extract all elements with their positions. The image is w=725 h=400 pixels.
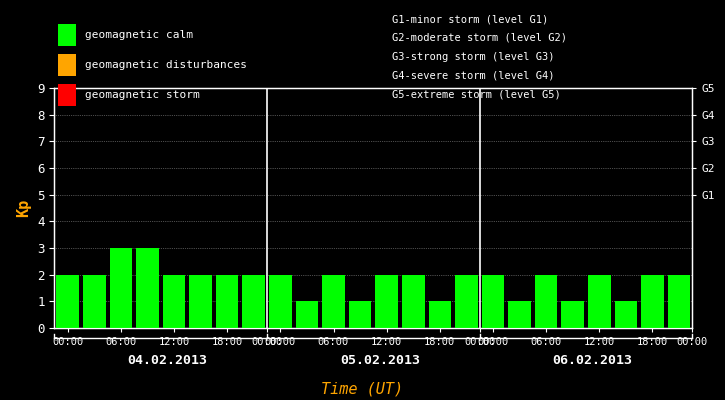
Text: geomagnetic calm: geomagnetic calm <box>85 30 193 40</box>
Bar <box>242 275 265 328</box>
Bar <box>535 275 558 328</box>
Bar <box>615 301 637 328</box>
Bar <box>455 275 478 328</box>
Bar <box>588 275 610 328</box>
Bar <box>376 275 398 328</box>
Bar <box>481 275 505 328</box>
Text: G5-extreme storm (level G5): G5-extreme storm (level G5) <box>392 89 560 99</box>
Bar <box>508 301 531 328</box>
Text: 06.02.2013: 06.02.2013 <box>552 354 633 367</box>
Text: geomagnetic storm: geomagnetic storm <box>85 90 199 100</box>
Bar <box>269 275 291 328</box>
Text: 04.02.2013: 04.02.2013 <box>128 354 207 367</box>
Bar <box>189 275 212 328</box>
Y-axis label: Kp: Kp <box>17 199 32 217</box>
Bar <box>216 275 239 328</box>
Bar <box>83 275 106 328</box>
Bar <box>296 301 318 328</box>
Bar <box>349 301 371 328</box>
Text: G2-moderate storm (level G2): G2-moderate storm (level G2) <box>392 33 566 43</box>
Bar <box>561 301 584 328</box>
Bar <box>136 248 159 328</box>
Bar <box>109 248 132 328</box>
Bar <box>428 301 451 328</box>
Text: 05.02.2013: 05.02.2013 <box>340 354 420 367</box>
Text: Time (UT): Time (UT) <box>321 381 404 396</box>
Bar <box>162 275 186 328</box>
Bar <box>641 275 664 328</box>
Text: G3-strong storm (level G3): G3-strong storm (level G3) <box>392 52 554 62</box>
Text: G1-minor storm (level G1): G1-minor storm (level G1) <box>392 14 548 24</box>
Bar <box>668 275 690 328</box>
Bar <box>402 275 425 328</box>
Bar <box>57 275 79 328</box>
Text: G4-severe storm (level G4): G4-severe storm (level G4) <box>392 70 554 80</box>
Bar <box>322 275 345 328</box>
Text: geomagnetic disturbances: geomagnetic disturbances <box>85 60 246 70</box>
